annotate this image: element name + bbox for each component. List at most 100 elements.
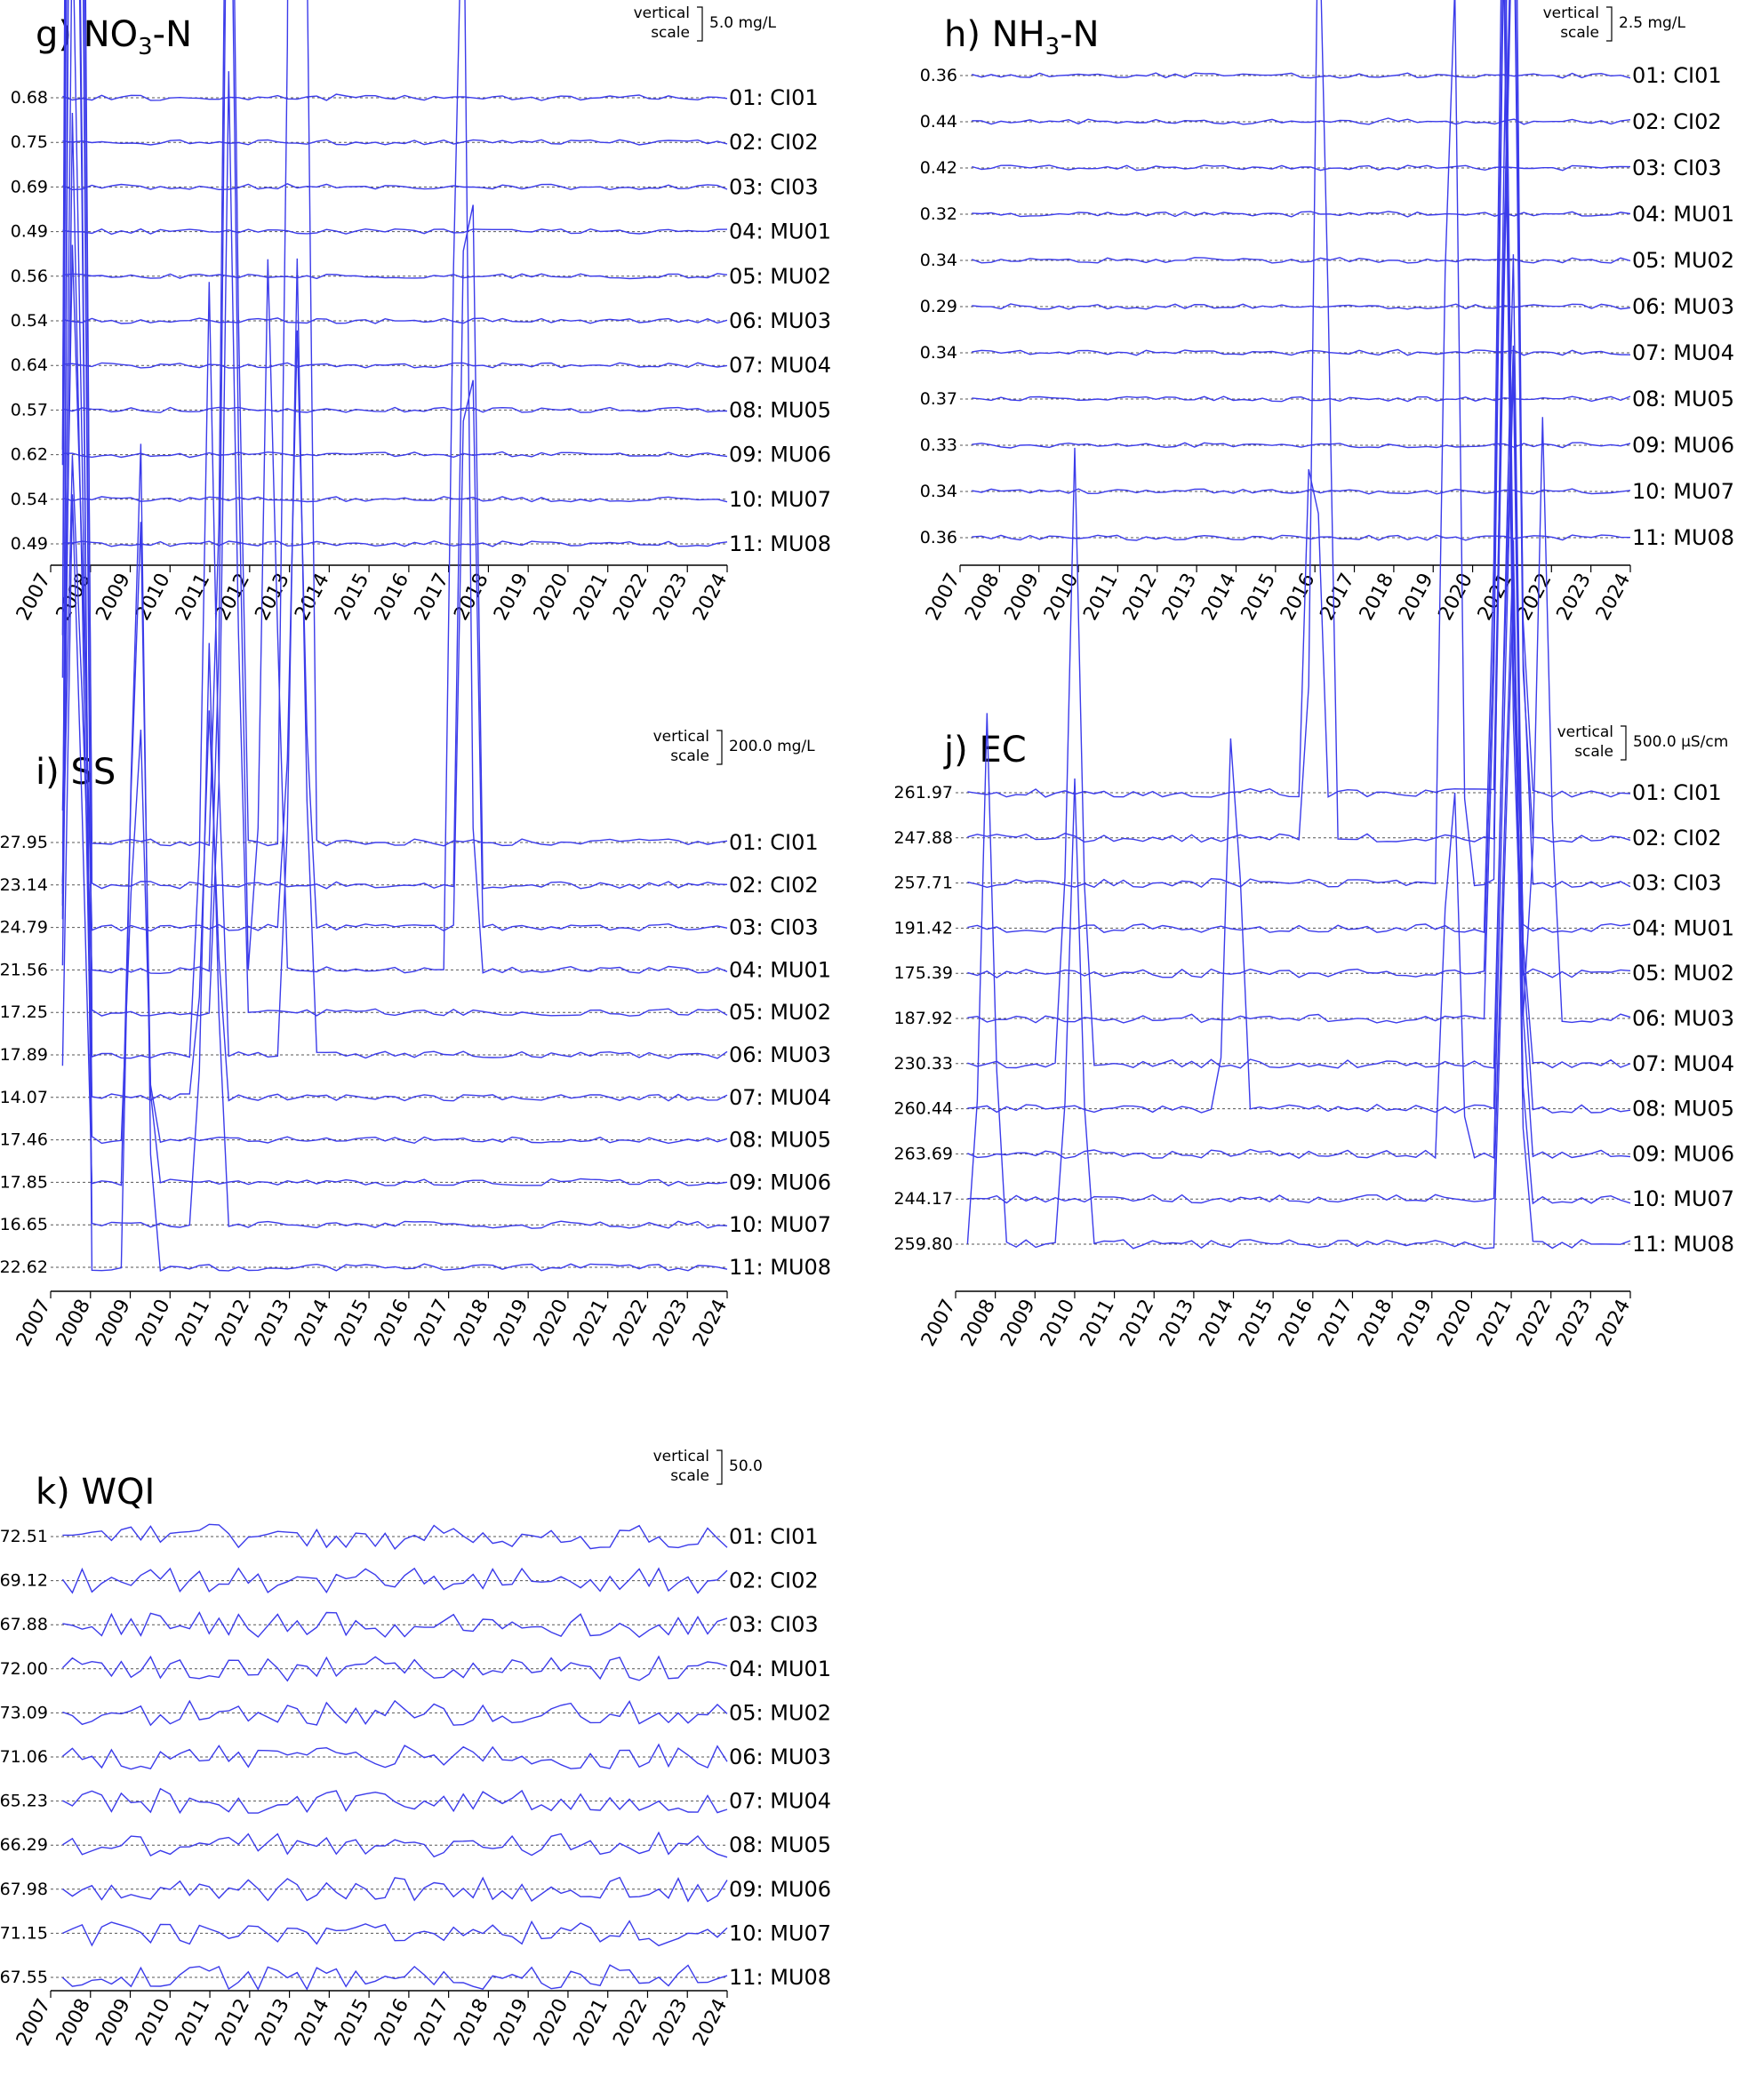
x-tick-label: 2011: [172, 1296, 214, 1350]
x-tick-label: 2016: [371, 570, 413, 624]
site-label: 04: MU01: [729, 1657, 831, 1681]
scale-label: vertical: [653, 1448, 709, 1465]
mean-value: 22.62: [0, 1258, 48, 1277]
x-tick-label: 2007: [917, 1296, 960, 1350]
x-tick-label: 2023: [1553, 570, 1596, 624]
x-tick-label: 2019: [490, 1296, 532, 1350]
mean-value: 244.17: [894, 1189, 953, 1209]
site-label: 04: MU01: [729, 957, 831, 982]
scale-value: 200.0 mg/L: [729, 738, 815, 755]
mean-value: 65.23: [0, 1792, 48, 1811]
x-tick-label: 2023: [649, 1995, 692, 2049]
scale-value: 2.5 mg/L: [1619, 14, 1686, 32]
scale-value: 50.0: [729, 1457, 763, 1475]
site-label: 05: MU02: [729, 264, 831, 289]
series-line: [61, 494, 728, 1186]
scale-label: vertical: [634, 4, 690, 22]
mean-value: 14.07: [0, 1088, 48, 1107]
mean-value: 73.09: [0, 1703, 48, 1722]
x-tick-label: 2018: [450, 1296, 492, 1350]
site-label: 03: CI03: [729, 915, 819, 940]
mean-value: 17.89: [0, 1045, 48, 1065]
x-tick-label: 2015: [331, 1296, 373, 1350]
series-line: [61, 0, 728, 890]
site-label: 11: MU08: [1632, 525, 1734, 550]
x-tick-label: 2021: [570, 1995, 612, 2049]
site-label: 02: CI02: [1632, 826, 1722, 850]
x-tick-label: 2017: [411, 570, 453, 624]
x-tick-label: 2017: [411, 1296, 453, 1350]
series-line: [62, 1611, 728, 1638]
site-label: 10: MU07: [1632, 1186, 1734, 1211]
mean-value: 0.54: [11, 311, 48, 331]
site-label: 01: CI01: [1632, 63, 1722, 88]
scale-bracket: [1621, 725, 1627, 761]
mean-value: 260.44: [894, 1099, 953, 1119]
title-main: NO: [84, 14, 138, 55]
mean-value: 230.33: [894, 1054, 953, 1074]
x-tick-label: 2018: [1354, 1296, 1397, 1350]
series-line: [61, 0, 728, 847]
x-tick-label: 2024: [1592, 1296, 1635, 1350]
mean-value: 191.42: [894, 918, 953, 938]
series-line: [967, 0, 1631, 843]
site-label: 07: MU04: [729, 1789, 831, 1814]
series-line: [62, 93, 728, 101]
x-tick-label: 2019: [1395, 570, 1437, 624]
x-tick-label: 2017: [411, 1995, 453, 2049]
mean-value: 263.69: [894, 1144, 953, 1163]
scale-label: scale: [651, 24, 690, 42]
x-tick-label: 2016: [371, 1296, 413, 1350]
x-tick-label: 2008: [957, 1296, 1000, 1350]
mean-value: 0.34: [920, 251, 957, 270]
x-tick-label: 2012: [1119, 570, 1162, 624]
series-line: [967, 368, 1631, 1160]
scale-label: vertical: [1543, 4, 1599, 22]
series-line: [61, 112, 728, 1145]
series-line: [972, 117, 1631, 125]
mean-value: 257.71: [894, 874, 953, 893]
scale-bracket: [716, 730, 723, 765]
x-tick-label: 2022: [609, 1995, 652, 2049]
series-line: [62, 183, 728, 191]
series-line: [61, 0, 728, 1272]
scale-label: scale: [1574, 743, 1613, 761]
x-tick-label: 2010: [1037, 1296, 1079, 1350]
mean-value: 17.46: [0, 1130, 48, 1150]
mean-value: 72.00: [0, 1659, 48, 1679]
scale-label: scale: [1560, 24, 1599, 42]
series-line: [62, 1523, 728, 1551]
x-tick-label: 2011: [1079, 570, 1122, 624]
site-label: 02: CI02: [729, 130, 819, 155]
title-suffix: -N: [1060, 14, 1099, 55]
x-tick-label: 2014: [1195, 1296, 1237, 1350]
series-line: [62, 362, 728, 369]
x-tick-label: 2021: [570, 570, 612, 624]
series-line: [62, 139, 728, 146]
mean-value: 24.79: [0, 918, 48, 938]
mean-value: 0.36: [920, 66, 957, 85]
mean-value: 0.62: [11, 445, 48, 465]
mean-value: 71.06: [0, 1747, 48, 1767]
site-label: 08: MU05: [1632, 1097, 1734, 1122]
series-line: [62, 1699, 728, 1727]
site-label: 10: MU07: [1632, 479, 1734, 504]
x-tick-label: 2014: [291, 1296, 333, 1350]
mean-value: 69.12: [0, 1571, 48, 1591]
mean-value: 0.32: [920, 204, 957, 224]
mean-value: 0.54: [11, 490, 48, 509]
mean-value: 23.14: [0, 875, 48, 895]
site-label: 09: MU06: [729, 1877, 831, 1902]
x-tick-label: 2020: [530, 1296, 572, 1350]
mean-value: 0.69: [11, 177, 48, 196]
x-tick-label: 2014: [291, 1995, 333, 2049]
x-tick-label: 2013: [1156, 1296, 1198, 1350]
site-label: 02: CI02: [729, 873, 819, 898]
panel-h: h) NH3-N vertical scale 2.5 mg/L 0.36 01: CI0…: [920, 4, 1734, 624]
x-tick-label: 2016: [1275, 1296, 1317, 1350]
site-label: 03: CI03: [1632, 156, 1722, 180]
x-tick-label: 2022: [609, 570, 652, 624]
panel-title: k) WQI: [36, 1472, 155, 1513]
